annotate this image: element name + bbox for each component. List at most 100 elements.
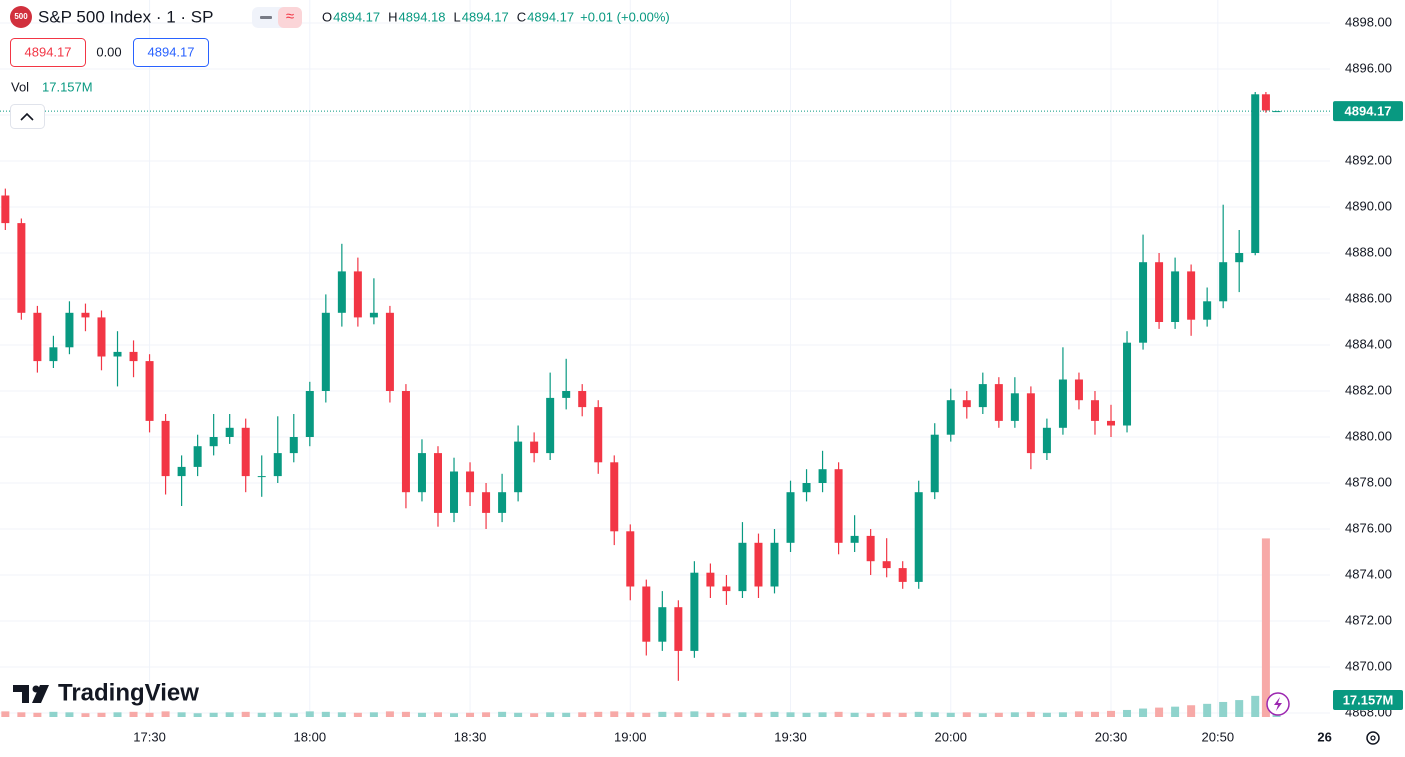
candle-body (754, 542, 763, 587)
candle-body (49, 347, 58, 362)
volume-bar (1090, 711, 1099, 717)
candle-body (594, 407, 603, 463)
volume-bar (450, 713, 459, 717)
sell-button[interactable] (10, 38, 86, 67)
candle-body (273, 453, 282, 477)
volume-bar (818, 712, 827, 717)
volume-bar (466, 712, 475, 717)
toggle-icon (260, 16, 272, 19)
settings-icon[interactable] (1366, 731, 1380, 745)
volume-bar (578, 712, 587, 717)
x-tick-label: 20:30 (1095, 729, 1128, 744)
y-tick-label: 4874.00 (1345, 566, 1392, 581)
volume-bar (1261, 538, 1270, 717)
buy-price[interactable]: 4894.17 (148, 44, 195, 59)
y-tick-label: 4876.00 (1345, 520, 1392, 535)
volume-bar (994, 712, 1003, 717)
logo-text: TradingView (58, 679, 199, 706)
volume-bar (81, 713, 90, 717)
volume-bar (1010, 712, 1019, 717)
candle-body (225, 427, 234, 437)
x-tick-label: 19:30 (774, 729, 807, 744)
volume-bar (978, 713, 987, 717)
volume-bar (546, 712, 555, 717)
symbol-title[interactable]: S&P 500 Index · 1 · SP (38, 7, 213, 26)
volume-bar (401, 711, 410, 717)
candle-body (562, 391, 571, 398)
last-price-box (1333, 101, 1403, 122)
ohlc-key: H (388, 9, 397, 24)
ohlc-value: 4894.17 (462, 9, 509, 24)
candle-body (33, 312, 42, 362)
last-volume-box (1333, 690, 1403, 710)
volume-bar (17, 712, 26, 717)
y-tick-label: 4870.00 (1345, 658, 1392, 673)
volume-bar (1155, 707, 1164, 717)
ohlc-value: 4894.17 (527, 9, 574, 24)
symbol-badge (10, 6, 32, 28)
candle-body (1026, 393, 1035, 454)
candle-body (369, 312, 378, 318)
candle-body (209, 437, 218, 447)
candle-body (177, 466, 186, 477)
volume-bar (866, 713, 875, 717)
candle-body (626, 531, 635, 587)
last-volume-label: 17.157M (1343, 692, 1394, 707)
candle-body (1058, 379, 1067, 428)
candle-body (257, 476, 266, 478)
x-tick-label: 20:50 (1202, 729, 1235, 744)
y-tick-label: 4884.00 (1345, 336, 1392, 351)
volume-bar (241, 711, 250, 717)
volume-bar (530, 713, 539, 717)
volume-bar (1219, 701, 1228, 717)
symbol-badge-text: 500 (14, 12, 28, 21)
sell-price[interactable]: 4894.17 (25, 44, 72, 59)
candle-body (1235, 253, 1244, 263)
candle-body (898, 568, 907, 582)
volume-bar (674, 712, 683, 717)
candle-body (738, 542, 747, 592)
volume-pane (1, 538, 1281, 717)
candle-body (1251, 94, 1260, 253)
collapse-button[interactable] (10, 104, 45, 129)
volume-bar (1042, 712, 1051, 717)
volume-bar (594, 711, 603, 717)
y-tick-label: 4892.00 (1345, 152, 1392, 167)
candle-body (866, 535, 875, 562)
candle-body (1261, 94, 1270, 111)
volume-bar (257, 712, 266, 717)
candle-body (385, 312, 394, 391)
candle-body (978, 384, 987, 408)
candle-body (17, 223, 26, 313)
volume-bar (177, 712, 186, 717)
volume-bar (1026, 711, 1035, 717)
candle-body (289, 437, 298, 454)
candle-body (546, 397, 555, 454)
volume-bar (882, 712, 891, 717)
volume-bar (65, 712, 74, 717)
collapse-icon (20, 112, 34, 121)
candle-body (882, 561, 891, 569)
x-tick-label: 17:30 (133, 729, 166, 744)
candle-body (1090, 400, 1099, 421)
x-tick-label: 26 (1317, 729, 1331, 744)
candle-body (962, 400, 971, 408)
volume-bar (305, 711, 314, 717)
candle-body (466, 471, 475, 493)
buy-button[interactable] (133, 38, 209, 67)
volume-bar (946, 712, 955, 717)
volume-bar (914, 711, 923, 717)
toggle-icon: ≈ (286, 8, 294, 25)
candle-body (81, 312, 90, 318)
candle-body (1155, 262, 1164, 322)
candle-body (1010, 393, 1019, 421)
x-tick-label: 18:30 (454, 729, 487, 744)
candle-body (610, 462, 619, 532)
volume-bar (1123, 709, 1132, 717)
y-tick-label: 4878.00 (1345, 474, 1392, 489)
volume-bar (610, 711, 619, 717)
volume-bar (161, 711, 170, 717)
candle-body (498, 492, 507, 513)
candle-body (337, 271, 346, 313)
volume-bar (754, 712, 763, 717)
